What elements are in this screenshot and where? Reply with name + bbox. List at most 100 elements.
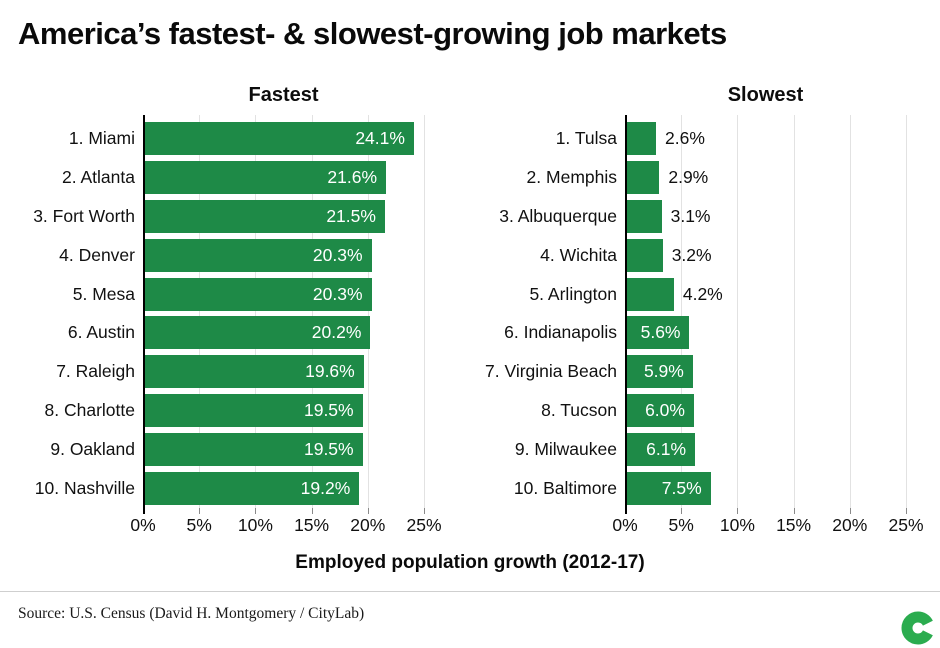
bar: 5.9%: [627, 355, 693, 389]
bar-row: 19.6%: [145, 352, 424, 391]
bar-category-label: 10. Nashville: [34, 477, 135, 498]
tick-mark: [311, 508, 313, 514]
bar-row: 21.5%: [145, 197, 424, 236]
bar-row: 19.2%: [145, 469, 424, 508]
bar-row: 5.6%: [627, 313, 906, 352]
gridline: [681, 115, 683, 508]
bar-row: 3.2%: [627, 236, 906, 275]
bar-row: 5.9%: [627, 352, 906, 391]
gridline: [199, 115, 201, 508]
tick-label: 10%: [237, 515, 273, 535]
tick-mark: [906, 508, 907, 514]
tick-mark: [255, 508, 257, 514]
slowest-category-labels: 1. Tulsa 2. Memphis 3. Albuquerque 4. Wichi…: [470, 119, 625, 508]
bar: 3.2%: [627, 238, 712, 272]
bar-category-label: 4. Wichita: [540, 244, 617, 265]
bar: 2.6%: [627, 122, 705, 155]
slowest-bars: 2.6% 2.9% 3.1% 3.2% 4.2% 5.6% 5.9% 6.0% 6.1% 7.5%: [627, 119, 906, 508]
bar-category-label: 7. Raleigh: [56, 361, 135, 382]
bar-row: 20.3%: [145, 275, 424, 314]
bar-category-label: 6. Indianapolis: [504, 322, 617, 343]
bar-value-label: 5.6%: [640, 322, 681, 343]
bar-category-label: 1. Miami: [68, 127, 135, 148]
bar-value-label: 19.5%: [303, 439, 354, 460]
bar-value-label: 24.1%: [355, 128, 405, 148]
bar-row: 24.1%: [145, 119, 424, 158]
bar-category-label: 5. Arlington: [529, 283, 617, 304]
tick-mark: [199, 508, 201, 514]
bar-value-label: 20.2%: [311, 322, 362, 343]
bar-value-label: 4.2%: [682, 283, 723, 304]
bar-category-label: 10. Baltimore: [513, 477, 617, 498]
figure-title: America’s fastest- & slowest-growing job…: [18, 16, 727, 51]
bar-category-label: 8. Charlotte: [44, 400, 135, 421]
gridline: [849, 115, 851, 508]
fastest-zero-axis: [143, 115, 145, 514]
bar-category-label: 4. Denver: [59, 244, 135, 265]
bar-value-label: 19.2%: [300, 478, 351, 499]
bar-category-label: 1. Tulsa: [555, 127, 617, 148]
fastest-bars: 24.1% 21.6% 21.5% 20.3% 20.3% 20.2% 19.6% 19.5%…: [145, 119, 424, 508]
tick-label: 0%: [130, 515, 156, 535]
tick-mark: [367, 508, 369, 514]
bar: 5.6%: [627, 316, 690, 350]
bar-category-label: 3. Fort Worth: [33, 205, 135, 226]
bar-value-label: 21.6%: [327, 166, 378, 187]
fastest-chart-title: Fastest: [248, 84, 319, 106]
bar-value-label: 5.9%: [643, 361, 684, 382]
tick-label: 15%: [294, 515, 330, 535]
bar-row: 21.6%: [145, 158, 424, 197]
tick-label: 5%: [668, 515, 694, 535]
slowest-chart-body: 1. Tulsa 2. Memphis 3. Albuquerque 4. Wichi…: [470, 115, 940, 535]
bar: 19.5%: [145, 394, 363, 428]
tick-label: 25%: [888, 515, 924, 535]
bar-value-label: 3.1%: [670, 205, 711, 226]
bar: 2.9%: [627, 160, 708, 194]
bar-row: 4.2%: [627, 275, 906, 314]
slowest-plot-area: 2.6% 2.9% 3.1% 3.2% 4.2% 5.6% 5.9% 6.0% 6.1% 7.5%…: [612, 115, 924, 535]
bar-row: 7.5%: [627, 469, 906, 508]
bar: 21.6%: [145, 160, 387, 194]
bar-category-label: 2. Memphis: [526, 166, 617, 187]
charts-row: Fastest 1. Miami 2. Atlanta 3. Fort Worth 4…: [0, 84, 940, 535]
fastest-category-labels: 1. Miami 2. Atlanta 3. Fort Worth 4. Denver…: [0, 119, 143, 508]
slowest-zero-axis: [625, 115, 627, 514]
bar-value-label: 6.0%: [645, 400, 685, 421]
tick-mark: [793, 508, 795, 514]
bar-row: 2.6%: [627, 119, 906, 158]
bar-value-label: 3.2%: [671, 244, 712, 265]
tick-label: 15%: [776, 515, 812, 535]
bar: 19.5%: [145, 433, 363, 467]
fastest-chart-body: 1. Miami 2. Atlanta 3. Fort Worth 4. Denver…: [0, 115, 470, 535]
gridline: [255, 115, 257, 508]
bar-value-label: 7.5%: [661, 478, 702, 499]
bar-value-label: 2.6%: [665, 128, 705, 148]
slowest-chart: Slowest 1. Tulsa 2. Memphis 3. Albuquerque…: [470, 84, 940, 535]
bar: 21.5%: [145, 199, 385, 233]
bar-value-label: 21.5%: [326, 205, 376, 226]
bar-value-label: 2.9%: [668, 166, 709, 187]
tick-label: 5%: [186, 515, 212, 535]
bar: 7.5%: [627, 472, 711, 506]
tick-label: 20%: [832, 515, 868, 535]
bar-row: 6.0%: [627, 391, 906, 430]
gridline: [906, 115, 907, 508]
bar-category-label: 2. Atlanta: [62, 166, 135, 187]
tick-label: 25%: [406, 515, 442, 535]
bar: 6.0%: [627, 394, 694, 428]
bar: 24.1%: [145, 122, 414, 155]
gridline: [367, 115, 369, 508]
bar-category-label: 8. Tucson: [541, 400, 617, 421]
tick-mark: [681, 508, 683, 514]
bar: 20.2%: [145, 316, 371, 350]
citylab-c-logo-icon: [901, 611, 935, 645]
x-axis-label: Employed population growth (2012-17): [295, 552, 645, 573]
bar: 20.3%: [145, 277, 372, 311]
fastest-plot-area: 24.1% 21.6% 21.5% 20.3% 20.3% 20.2% 19.6% 19.5%…: [130, 115, 442, 535]
tick-label: 0%: [612, 515, 638, 535]
bar-row: 20.2%: [145, 313, 424, 352]
tick-mark: [849, 508, 851, 514]
gridline: [311, 115, 313, 508]
bar-category-label: 9. Oakland: [50, 439, 135, 460]
